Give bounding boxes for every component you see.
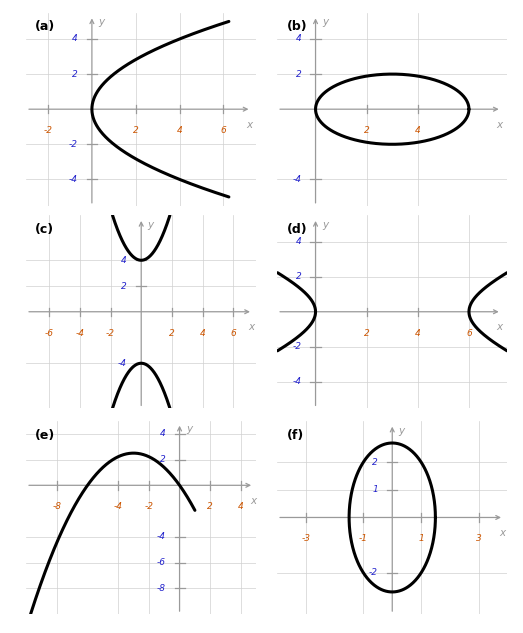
Text: (b): (b) xyxy=(287,20,307,34)
Text: 2: 2 xyxy=(364,329,370,338)
Text: -4: -4 xyxy=(118,359,127,368)
Text: 2: 2 xyxy=(364,126,370,135)
Text: 2: 2 xyxy=(372,458,378,467)
Text: 4: 4 xyxy=(177,126,183,135)
Text: 6: 6 xyxy=(221,126,226,135)
Text: -2: -2 xyxy=(43,126,53,135)
Text: 2: 2 xyxy=(133,126,139,135)
Text: 4: 4 xyxy=(295,237,301,246)
Text: x: x xyxy=(250,496,256,506)
Text: 4: 4 xyxy=(415,329,420,338)
Text: -2: -2 xyxy=(369,568,378,577)
Text: -4: -4 xyxy=(75,329,84,338)
Text: -4: -4 xyxy=(156,532,165,541)
Text: 6: 6 xyxy=(466,329,472,338)
Text: -2: -2 xyxy=(106,329,115,338)
Text: (d): (d) xyxy=(287,223,307,236)
Text: 4: 4 xyxy=(200,329,206,338)
Text: 2: 2 xyxy=(295,70,301,78)
Text: 4: 4 xyxy=(238,503,244,511)
Text: 4: 4 xyxy=(72,34,78,44)
Text: -6: -6 xyxy=(156,558,165,567)
Text: 4: 4 xyxy=(121,256,127,265)
Text: -4: -4 xyxy=(69,175,78,184)
Text: 1: 1 xyxy=(372,486,378,494)
Text: y: y xyxy=(322,220,328,230)
Text: y: y xyxy=(98,18,105,27)
Text: 2: 2 xyxy=(169,329,175,338)
Text: x: x xyxy=(248,322,255,332)
Text: 2: 2 xyxy=(121,282,127,291)
Text: (a): (a) xyxy=(36,20,55,34)
Text: (f): (f) xyxy=(287,429,304,442)
Text: 1: 1 xyxy=(418,534,424,544)
Text: 2: 2 xyxy=(160,455,165,464)
Text: (e): (e) xyxy=(36,429,55,442)
Text: -4: -4 xyxy=(292,377,301,387)
Text: (c): (c) xyxy=(36,223,54,236)
Text: -8: -8 xyxy=(52,503,61,511)
Text: 4: 4 xyxy=(160,429,165,438)
Text: y: y xyxy=(186,424,192,434)
Text: 3: 3 xyxy=(476,534,481,544)
Text: x: x xyxy=(496,120,503,130)
Text: -8: -8 xyxy=(156,584,165,592)
Text: 2: 2 xyxy=(295,272,301,281)
Text: x: x xyxy=(499,528,506,538)
Text: -3: -3 xyxy=(301,534,311,544)
Text: -2: -2 xyxy=(144,503,153,511)
Text: x: x xyxy=(247,120,253,130)
Text: -2: -2 xyxy=(69,140,78,149)
Text: -4: -4 xyxy=(292,175,301,184)
Text: x: x xyxy=(496,322,503,332)
Text: -2: -2 xyxy=(292,342,301,351)
Text: y: y xyxy=(147,220,154,230)
Text: -1: -1 xyxy=(359,534,368,544)
Text: y: y xyxy=(399,426,405,436)
Text: -4: -4 xyxy=(113,503,123,511)
Text: 2: 2 xyxy=(208,503,213,511)
Text: 2: 2 xyxy=(72,70,78,78)
Text: -6: -6 xyxy=(44,329,54,338)
Text: 6: 6 xyxy=(231,329,236,338)
Text: y: y xyxy=(322,18,328,27)
Text: 4: 4 xyxy=(415,126,420,135)
Text: 4: 4 xyxy=(295,34,301,44)
